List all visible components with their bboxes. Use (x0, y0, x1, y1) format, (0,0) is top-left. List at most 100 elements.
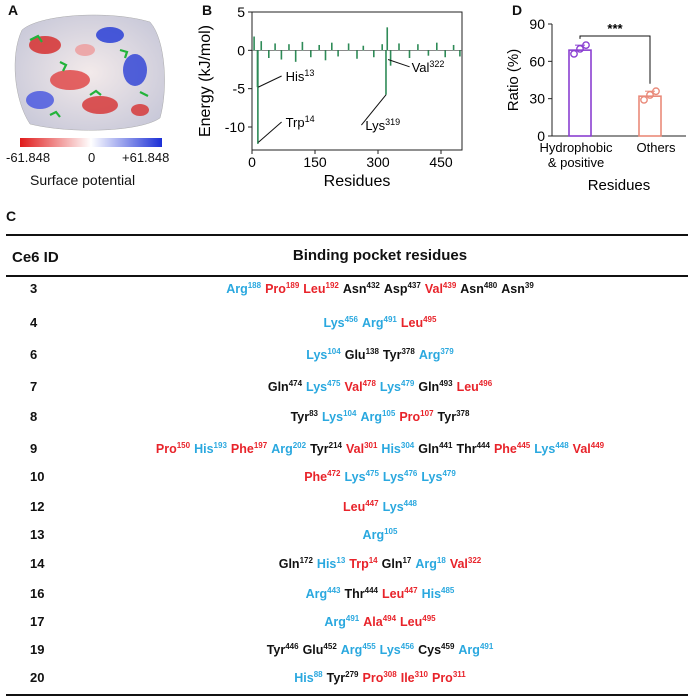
residue-number: 172 (299, 556, 313, 565)
residue-number: 474 (288, 379, 303, 388)
residue-number: 310 (414, 670, 428, 679)
residue: Gln441 (418, 441, 453, 456)
residue-number: 444 (476, 441, 490, 450)
residue-number: 378 (401, 347, 415, 356)
y-tick-label: 0 (537, 128, 545, 144)
residue: Trp14 (349, 556, 378, 571)
residue-number: 476 (404, 469, 418, 478)
residue: Tyr378 (437, 409, 470, 424)
residue: Lys475 (306, 379, 341, 394)
row-residues: Lys456 Arg491 Leu495 (80, 315, 680, 330)
residue-number: 188 (247, 281, 262, 290)
residue-number: 456 (400, 642, 415, 651)
annotation-arrow (387, 59, 410, 68)
residue-number: 202 (292, 441, 307, 450)
residue: Val322 (449, 556, 482, 571)
residue: Val478 (344, 379, 376, 394)
residue-number: 437 (407, 281, 421, 290)
protein-surface-image (14, 14, 165, 131)
residue-number: 279 (345, 670, 359, 679)
residue: Tyr279 (326, 670, 359, 685)
residue-number: 104 (327, 347, 341, 356)
residue-number: 189 (285, 281, 300, 290)
residue-number: 491 (479, 642, 494, 651)
surface-potential-figure (14, 14, 165, 147)
y-tick-label: 0 (237, 42, 245, 58)
residue: Pro150 (155, 441, 191, 456)
ratio-bar (638, 95, 662, 137)
residue: His193 (194, 441, 227, 456)
residue: Pro189 (265, 281, 300, 296)
panel-b: B 0 150 300 450 5 0 -5 -10 Residues Energy (kJ/mo… (190, 0, 480, 200)
residue: Lys456 (379, 642, 415, 657)
residue: Gln493 (418, 379, 453, 394)
table-top-rule (6, 234, 688, 236)
residue: Cys459 (418, 642, 455, 657)
row-ce6-id: 3 (30, 281, 38, 296)
residue: Lys448 (382, 499, 418, 514)
annotation-arrow (361, 94, 387, 126)
residue: Thr444 (456, 441, 490, 456)
residue-number: 448 (403, 499, 418, 508)
residue-number: 138 (365, 347, 379, 356)
residue-number: 444 (364, 586, 378, 595)
residue: Leu192 (303, 281, 339, 296)
row-residues: Tyr83 Lys104 Arg105 Pro107 Tyr378 (80, 409, 680, 424)
annotation-sup: 322 (429, 59, 444, 69)
residue: Lys479 (421, 469, 456, 484)
residue: Glu452 (302, 642, 337, 657)
residue-number: 105 (384, 527, 398, 536)
residue: Arg491 (361, 315, 397, 330)
residue-number: 13 (336, 556, 346, 565)
residue-number: 432 (366, 281, 380, 290)
residue-number: 214 (328, 441, 342, 450)
residue-number: 447 (365, 499, 379, 508)
annotation-label: Trp14 (286, 114, 315, 130)
residue-number: 308 (383, 670, 397, 679)
residue: His13 (316, 556, 346, 571)
residue-number: 378 (456, 409, 470, 418)
residue: Lys104 (322, 409, 357, 424)
x-tick-label: 0 (248, 154, 256, 170)
row-ce6-id: 19 (30, 642, 45, 657)
category-label: Hydrophobic (540, 140, 613, 155)
residue: Leu496 (456, 379, 493, 394)
residue-number: 452 (323, 642, 337, 651)
row-residues: Leu447 Lys448 (80, 499, 680, 514)
residue-number: 472 (327, 469, 341, 478)
panel-d: D 0 30 60 90 Ratio (%) Residues Hydrophobic & p… (500, 0, 698, 200)
row-ce6-id: 12 (30, 499, 45, 514)
residue-number: 459 (441, 642, 455, 651)
residue-number: 496 (478, 379, 493, 388)
x-tick-label: 300 (366, 154, 390, 170)
residue-number: 322 (467, 556, 482, 565)
row-residues: Gln172 His13 Trp14 Gln17 Arg18 Val322 (80, 556, 680, 571)
residue-number: 104 (343, 409, 357, 418)
row-ce6-id: 20 (30, 670, 45, 685)
annotation-sup: 319 (385, 117, 400, 127)
row-ce6-id: 13 (30, 527, 45, 542)
residue: Leu447 (342, 499, 379, 514)
y-tick-label: 60 (529, 53, 545, 69)
residue: Tyr214 (310, 441, 342, 456)
residue-number: 443 (327, 586, 341, 595)
residue-number: 495 (423, 315, 437, 324)
col-header-id: Ce6 ID (12, 249, 59, 266)
data-point (570, 49, 578, 58)
table-header-rule (6, 275, 688, 277)
residue: Arg443 (305, 586, 341, 601)
residue: Gln172 (278, 556, 313, 571)
panel-d-label: D (512, 2, 523, 18)
y-tick-label: 5 (237, 4, 245, 20)
y-axis-label: Ratio (%) (505, 49, 522, 112)
residue-number: 479 (401, 379, 415, 388)
residue-number: 449 (590, 441, 605, 450)
residue-number: 88 (313, 670, 323, 679)
row-residues: Arg443 Thr444 Leu447 His485 (80, 586, 680, 601)
residue: Lys476 (382, 469, 418, 484)
y-tick-label: -5 (233, 81, 246, 97)
energy-chart: 0 150 300 450 5 0 -5 -10 Residues Energy (kJ/mol)… (197, 4, 463, 190)
row-ce6-id: 6 (30, 347, 38, 362)
residue-number: 193 (213, 441, 227, 450)
residue-number: 446 (285, 642, 299, 651)
